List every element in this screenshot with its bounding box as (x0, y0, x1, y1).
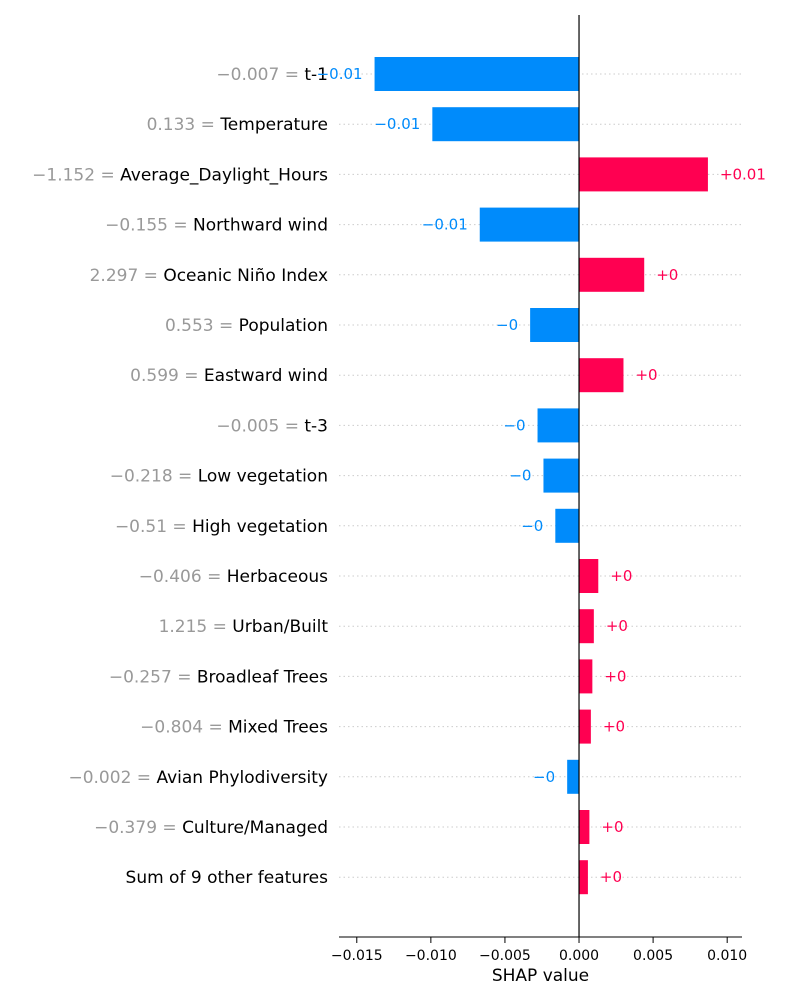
feature-label: −0.406 = Herbaceous (139, 567, 328, 587)
bar-value-label: −0 (533, 768, 555, 786)
feature-name: Eastward wind (204, 366, 328, 386)
feature-value: −0.257 = (109, 667, 197, 687)
feature-labels: −0.007 = t-1 0.133 = Temperature −1.152 = … (32, 65, 328, 888)
feature-label: −0.218 = Low vegetation (110, 467, 328, 487)
x-axis-label: SHAP value (492, 966, 589, 986)
feature-name: t-3 (304, 416, 328, 436)
shap-bar (479, 207, 580, 242)
feature-value: −0.007 = (216, 65, 304, 85)
shap-bar (579, 257, 645, 292)
bars (374, 57, 708, 895)
feature-value: −1.152 = (32, 165, 120, 185)
shap-bar (579, 659, 593, 694)
feature-name: Sum of 9 other features (126, 868, 329, 888)
x-tick-label: 0.005 (633, 948, 673, 964)
feature-label: −0.155 = Northward wind (105, 216, 328, 236)
feature-name: High vegetation (192, 517, 328, 537)
feature-value: 0.133 = (147, 115, 221, 135)
bar-value-label: +0 (601, 818, 623, 836)
feature-label: 0.553 = Population (165, 316, 328, 336)
shap-bar (579, 810, 590, 844)
x-tick-label: 0.010 (707, 948, 747, 964)
feature-name: Low vegetation (198, 467, 328, 487)
feature-name: Northward wind (193, 216, 328, 236)
bar-value-label: +0 (604, 667, 626, 685)
feature-value: −0.51 = (115, 517, 192, 537)
row-gridlines (339, 73, 742, 878)
bar-value-label: −0 (509, 467, 531, 485)
feature-value: −0.406 = (139, 567, 227, 587)
feature-value: −0.804 = (140, 718, 228, 738)
bar-value-label: −0.01 (422, 216, 468, 234)
feature-label: −0.007 = t-1 (216, 65, 328, 85)
shap-bar (374, 57, 580, 91)
x-tick-label: −0.015 (331, 948, 383, 964)
feature-value: −0.379 = (94, 818, 182, 838)
feature-label: 2.297 = Oceanic Niño Index (90, 266, 328, 286)
shap-bar (555, 508, 580, 543)
feature-label: −0.002 = Avian Phylodiversity (68, 768, 328, 788)
bar-value-label: −0.01 (317, 65, 363, 83)
feature-label: 1.215 = Urban/Built (159, 617, 329, 637)
feature-label: 0.599 = Eastward wind (130, 366, 328, 386)
bar-value-label: +0 (610, 567, 632, 585)
x-tick-label: 0.000 (559, 948, 599, 964)
feature-name: Herbaceous (227, 567, 328, 587)
x-tick-label: −0.005 (479, 948, 531, 964)
bar-value-label: +0 (656, 266, 678, 284)
shap-bar (530, 308, 580, 342)
bar-value-labels: −0.01 −0.01 +0.01 −0.01 +0 −0 +0 −0 −0 −0 +0 +0 +0 +0… (317, 65, 766, 886)
feature-label: −0.257 = Broadleaf Trees (109, 667, 328, 687)
bar-value-label: −0 (496, 316, 518, 334)
feature-label: −0.804 = Mixed Trees (140, 718, 328, 738)
feature-value: 2.297 = (90, 266, 164, 286)
shap-bar (579, 559, 599, 593)
feature-value: −0.005 = (216, 416, 304, 436)
feature-name: Avian Phylodiversity (156, 768, 328, 788)
bar-value-label: −0 (521, 517, 543, 535)
x-axis-ticks: −0.015 −0.010 −0.005 0.000 0.005 0.010 (331, 937, 747, 964)
shap-bar (537, 408, 580, 443)
feature-label: 0.133 = Temperature (147, 115, 328, 135)
shap-bar (579, 860, 588, 895)
feature-label: −0.005 = t-3 (216, 416, 328, 436)
feature-value: −0.002 = (68, 768, 156, 788)
feature-name: Population (239, 316, 328, 336)
shap-bar (543, 458, 580, 493)
feature-label: −0.379 = Culture/Managed (94, 818, 328, 838)
feature-name: Temperature (219, 115, 328, 135)
feature-label: Sum of 9 other features (126, 868, 329, 888)
bar-value-label: +0 (606, 617, 628, 635)
shap-bar (579, 609, 594, 644)
feature-name: Urban/Built (232, 617, 328, 637)
feature-name: Mixed Trees (228, 718, 328, 738)
feature-name: Broadleaf Trees (197, 667, 328, 687)
feature-value: 0.599 = (130, 366, 204, 386)
x-tick-label: −0.010 (405, 948, 457, 964)
shap-bar (432, 107, 580, 142)
bar-value-label: +0 (635, 366, 657, 384)
feature-value: −0.218 = (110, 467, 198, 487)
feature-value: 1.215 = (159, 617, 233, 637)
bar-value-label: −0 (503, 416, 525, 434)
bar-value-label: +0.01 (720, 165, 766, 183)
feature-name: Oceanic Niño Index (163, 266, 328, 286)
feature-label: −0.51 = High vegetation (115, 517, 328, 537)
shap-bar (567, 759, 580, 794)
feature-value: −0.155 = (105, 216, 193, 236)
shap-bar (579, 358, 624, 393)
feature-label: −1.152 = Average_Daylight_Hours (32, 165, 328, 185)
feature-value: 0.553 = (165, 316, 239, 336)
feature-name: t-1 (304, 65, 328, 85)
feature-name: Average_Daylight_Hours (120, 165, 328, 185)
bar-value-label: −0.01 (374, 115, 420, 133)
feature-name: Culture/Managed (182, 818, 328, 838)
shap-bar (579, 157, 708, 192)
bar-value-label: +0 (603, 718, 625, 736)
bar-value-label: +0 (600, 868, 622, 886)
shap-bar (579, 709, 591, 744)
